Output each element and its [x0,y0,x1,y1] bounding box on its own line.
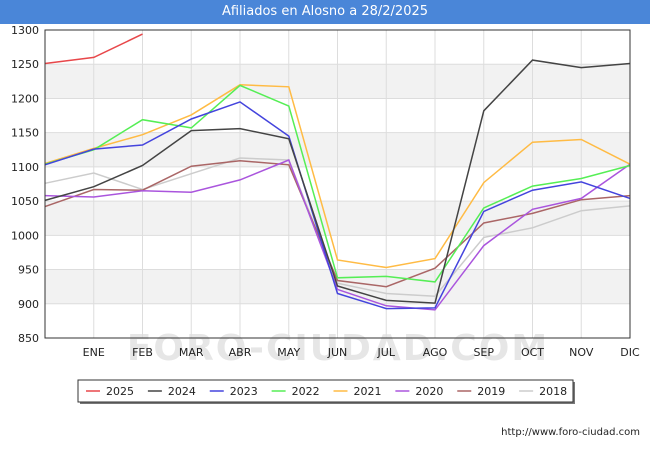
y-tick-label: 1050 [11,195,39,208]
y-tick-label: 1250 [11,58,39,71]
x-tick-label: NOV [569,346,594,359]
legend-label-2022: 2022 [292,385,320,398]
y-tick-label: 1200 [11,92,39,105]
series-line-2022 [44,84,631,283]
legend-box [77,379,574,403]
series-line-2025 [44,33,143,65]
x-tick-label: OCT [521,346,544,359]
chart-title: Afiliados en Alosno a 28/2/2025 [0,0,650,24]
y-tick-label: 1100 [11,161,39,174]
y-tick-label: 1000 [11,229,39,242]
plot-border [44,29,631,339]
x-tick-label: SEP [473,346,494,359]
legend-label-2025: 2025 [106,385,134,398]
y-tick-label: 1150 [11,127,39,140]
source-credit: http://www.foro-ciudad.com [501,427,640,438]
series-line-2024 [44,59,631,304]
legend-label-2024: 2024 [168,385,196,398]
y-tick-label: 950 [18,264,39,277]
legend-label-2021: 2021 [354,385,382,398]
x-tick-label: ABR [229,346,252,359]
series-line-2023 [44,101,631,310]
legend-label-2019: 2019 [477,385,505,398]
legend-label-2023: 2023 [230,385,258,398]
x-tick-label: MAR [179,346,204,359]
x-tick-label: JUN [327,346,348,359]
legend-label-2018: 2018 [539,385,567,398]
series-line-2020 [44,159,631,311]
x-tick-label: MAY [277,346,300,359]
x-tick-label: DIC [620,346,640,359]
x-tick-label: FEB [132,346,153,359]
series-line-2021 [44,84,631,269]
x-tick-label: ENE [83,346,105,359]
y-tick-label: 850 [18,332,39,345]
y-tick-label: 900 [18,298,39,311]
x-tick-label: JUL [377,346,396,359]
legend-label-2020: 2020 [415,385,443,398]
y-tick-label: 1300 [11,24,39,37]
x-tick-label: AGO [423,346,448,359]
